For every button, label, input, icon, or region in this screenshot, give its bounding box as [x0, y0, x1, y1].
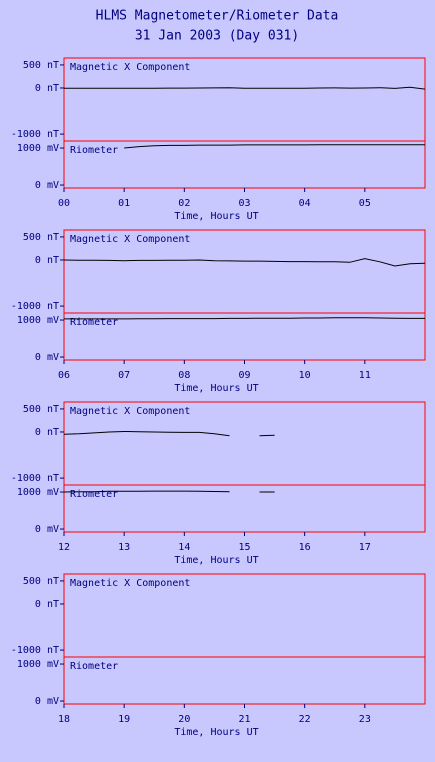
y-tick-label: 500 nT — [23, 576, 59, 587]
x-tick-label: 20 — [178, 714, 190, 725]
y-tick-label: 0 mV — [35, 696, 59, 707]
plot-label: Magnetic X Component — [70, 578, 190, 589]
x-tick-label: 07 — [118, 370, 130, 381]
chart-title: HLMS Magnetometer/Riometer Data — [96, 9, 339, 24]
y-tick-label: 1000 mV — [17, 143, 59, 154]
plot-label: Magnetic X Component — [70, 62, 190, 73]
y-tick-label: 0 mV — [35, 524, 59, 535]
y-tick-label: 0 nT — [35, 427, 59, 438]
x-tick-label: 15 — [238, 542, 250, 553]
chart-subtitle: 31 Jan 2003 (Day 031) — [135, 29, 299, 44]
y-tick-label: 1000 mV — [17, 487, 59, 498]
x-tick-label: 01 — [118, 198, 130, 209]
data-line — [63, 490, 275, 493]
x-tick-label: 17 — [359, 542, 371, 553]
y-tick-label: 500 nT — [23, 232, 59, 243]
x-tick-label: 21 — [238, 714, 250, 725]
x-tick-label: 04 — [299, 198, 311, 209]
plot-label: Magnetic X Component — [70, 406, 190, 417]
x-axis-label: Time, Hours UT — [174, 211, 258, 222]
data-line — [124, 144, 425, 149]
y-tick-label: 0 nT — [35, 83, 59, 94]
data-line — [63, 258, 426, 267]
plot-label: Riometer — [70, 661, 118, 672]
plot-label: Riometer — [70, 145, 118, 156]
y-tick-label: 0 mV — [35, 352, 59, 363]
data-line — [64, 317, 425, 320]
x-tick-label: 02 — [178, 198, 190, 209]
x-tick-label: 19 — [118, 714, 130, 725]
y-tick-label: -1000 nT — [11, 301, 59, 312]
x-tick-label: 00 — [58, 198, 70, 209]
x-axis-label: Time, Hours UT — [174, 727, 258, 738]
y-tick-label: 1000 mV — [17, 659, 59, 670]
data-line — [63, 430, 275, 437]
x-tick-label: 23 — [359, 714, 371, 725]
x-tick-label: 16 — [299, 542, 311, 553]
y-tick-label: 500 nT — [23, 404, 59, 415]
x-tick-label: 11 — [359, 370, 371, 381]
x-tick-label: 12 — [58, 542, 70, 553]
plot-label: Magnetic X Component — [70, 234, 190, 245]
plot-label: Riometer — [70, 317, 118, 328]
x-tick-label: 22 — [299, 714, 311, 725]
y-tick-label: 0 mV — [35, 180, 59, 191]
x-tick-label: 03 — [238, 198, 250, 209]
y-tick-label: 0 nT — [35, 255, 59, 266]
x-tick-label: 05 — [359, 198, 371, 209]
x-tick-label: 06 — [58, 370, 70, 381]
x-tick-label: 18 — [58, 714, 70, 725]
x-tick-label: 08 — [178, 370, 190, 381]
plot-label: Riometer — [70, 489, 118, 500]
y-tick-label: -1000 nT — [11, 129, 59, 140]
y-tick-label: 0 nT — [35, 599, 59, 610]
data-line — [64, 86, 426, 90]
x-tick-label: 13 — [118, 542, 130, 553]
x-tick-label: 10 — [299, 370, 311, 381]
x-axis-label: Time, Hours UT — [174, 555, 258, 566]
x-axis-label: Time, Hours UT — [174, 383, 258, 394]
x-tick-label: 09 — [238, 370, 250, 381]
x-tick-label: 14 — [178, 542, 190, 553]
y-tick-label: -1000 nT — [11, 645, 59, 656]
y-tick-label: -1000 nT — [11, 473, 59, 484]
y-tick-label: 1000 mV — [17, 315, 59, 326]
y-tick-label: 500 nT — [23, 60, 59, 71]
